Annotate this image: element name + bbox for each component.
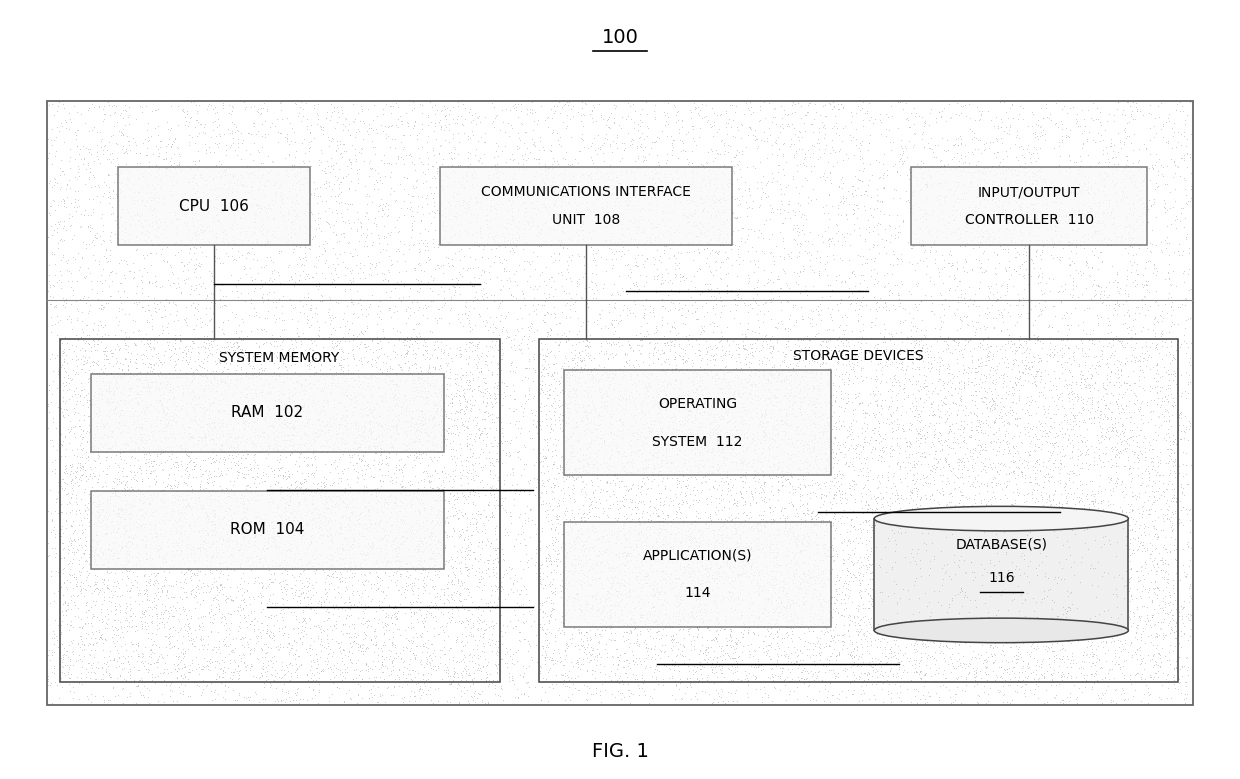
Text: CPU  106: CPU 106 <box>179 199 249 215</box>
Bar <box>539 339 1178 682</box>
Bar <box>440 167 732 245</box>
Text: APPLICATION(S): APPLICATION(S) <box>642 548 753 562</box>
Text: STORAGE DEVICES: STORAGE DEVICES <box>794 349 924 363</box>
Bar <box>564 370 831 475</box>
Text: SYSTEM  112: SYSTEM 112 <box>652 435 743 449</box>
Text: INPUT/OUTPUT: INPUT/OUTPUT <box>978 185 1080 199</box>
Bar <box>911 167 1147 245</box>
Bar <box>47 101 1193 705</box>
Text: OPERATING: OPERATING <box>658 397 737 411</box>
Bar <box>874 519 1128 630</box>
Ellipse shape <box>874 506 1128 531</box>
Bar <box>564 522 831 627</box>
Text: ROM  104: ROM 104 <box>231 523 304 538</box>
Ellipse shape <box>874 619 1128 643</box>
Text: ROM  104: ROM 104 <box>231 522 304 538</box>
Text: CONTROLLER  110: CONTROLLER 110 <box>965 213 1094 227</box>
Text: 114: 114 <box>684 587 711 601</box>
Text: FIG. 1: FIG. 1 <box>591 742 649 761</box>
Text: RAM  102: RAM 102 <box>231 406 304 421</box>
Bar <box>91 374 444 452</box>
Text: CPU  106: CPU 106 <box>179 199 249 214</box>
Bar <box>60 339 500 682</box>
Bar <box>118 167 310 245</box>
Text: DATABASE(S): DATABASE(S) <box>955 538 1048 551</box>
Text: 100: 100 <box>601 28 639 47</box>
Text: UNIT  108: UNIT 108 <box>552 213 620 227</box>
Text: RAM  102: RAM 102 <box>231 405 304 421</box>
Text: COMMUNICATIONS INTERFACE: COMMUNICATIONS INTERFACE <box>481 185 691 199</box>
Text: SYSTEM MEMORY: SYSTEM MEMORY <box>219 351 340 365</box>
Text: 116: 116 <box>988 571 1014 584</box>
Bar <box>91 491 444 569</box>
